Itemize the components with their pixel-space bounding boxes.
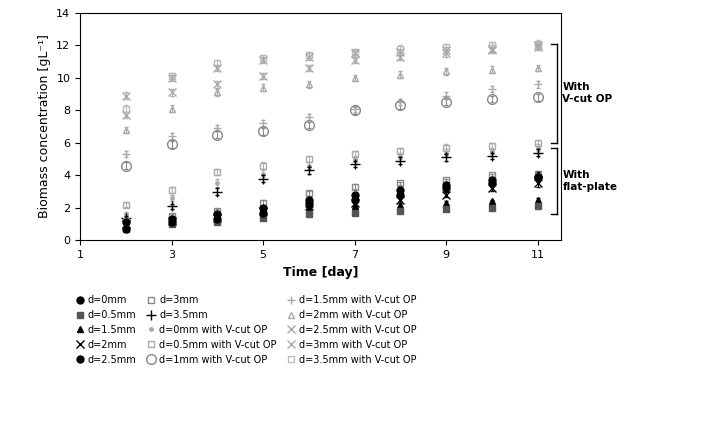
- X-axis label: Time [day]: Time [day]: [282, 266, 358, 278]
- Y-axis label: Biomass concentration [gL⁻¹]: Biomass concentration [gL⁻¹]: [38, 35, 51, 218]
- Text: With
V-cut OP: With V-cut OP: [563, 82, 612, 104]
- Legend: d=0mm, d=0.5mm, d=1.5mm, d=2mm, d=2.5mm, d=3mm, d=3.5mm, d=0mm with V-cut OP, d=: d=0mm, d=0.5mm, d=1.5mm, d=2mm, d=2.5mm,…: [75, 295, 416, 365]
- Text: With
flat-plate: With flat-plate: [563, 170, 617, 192]
